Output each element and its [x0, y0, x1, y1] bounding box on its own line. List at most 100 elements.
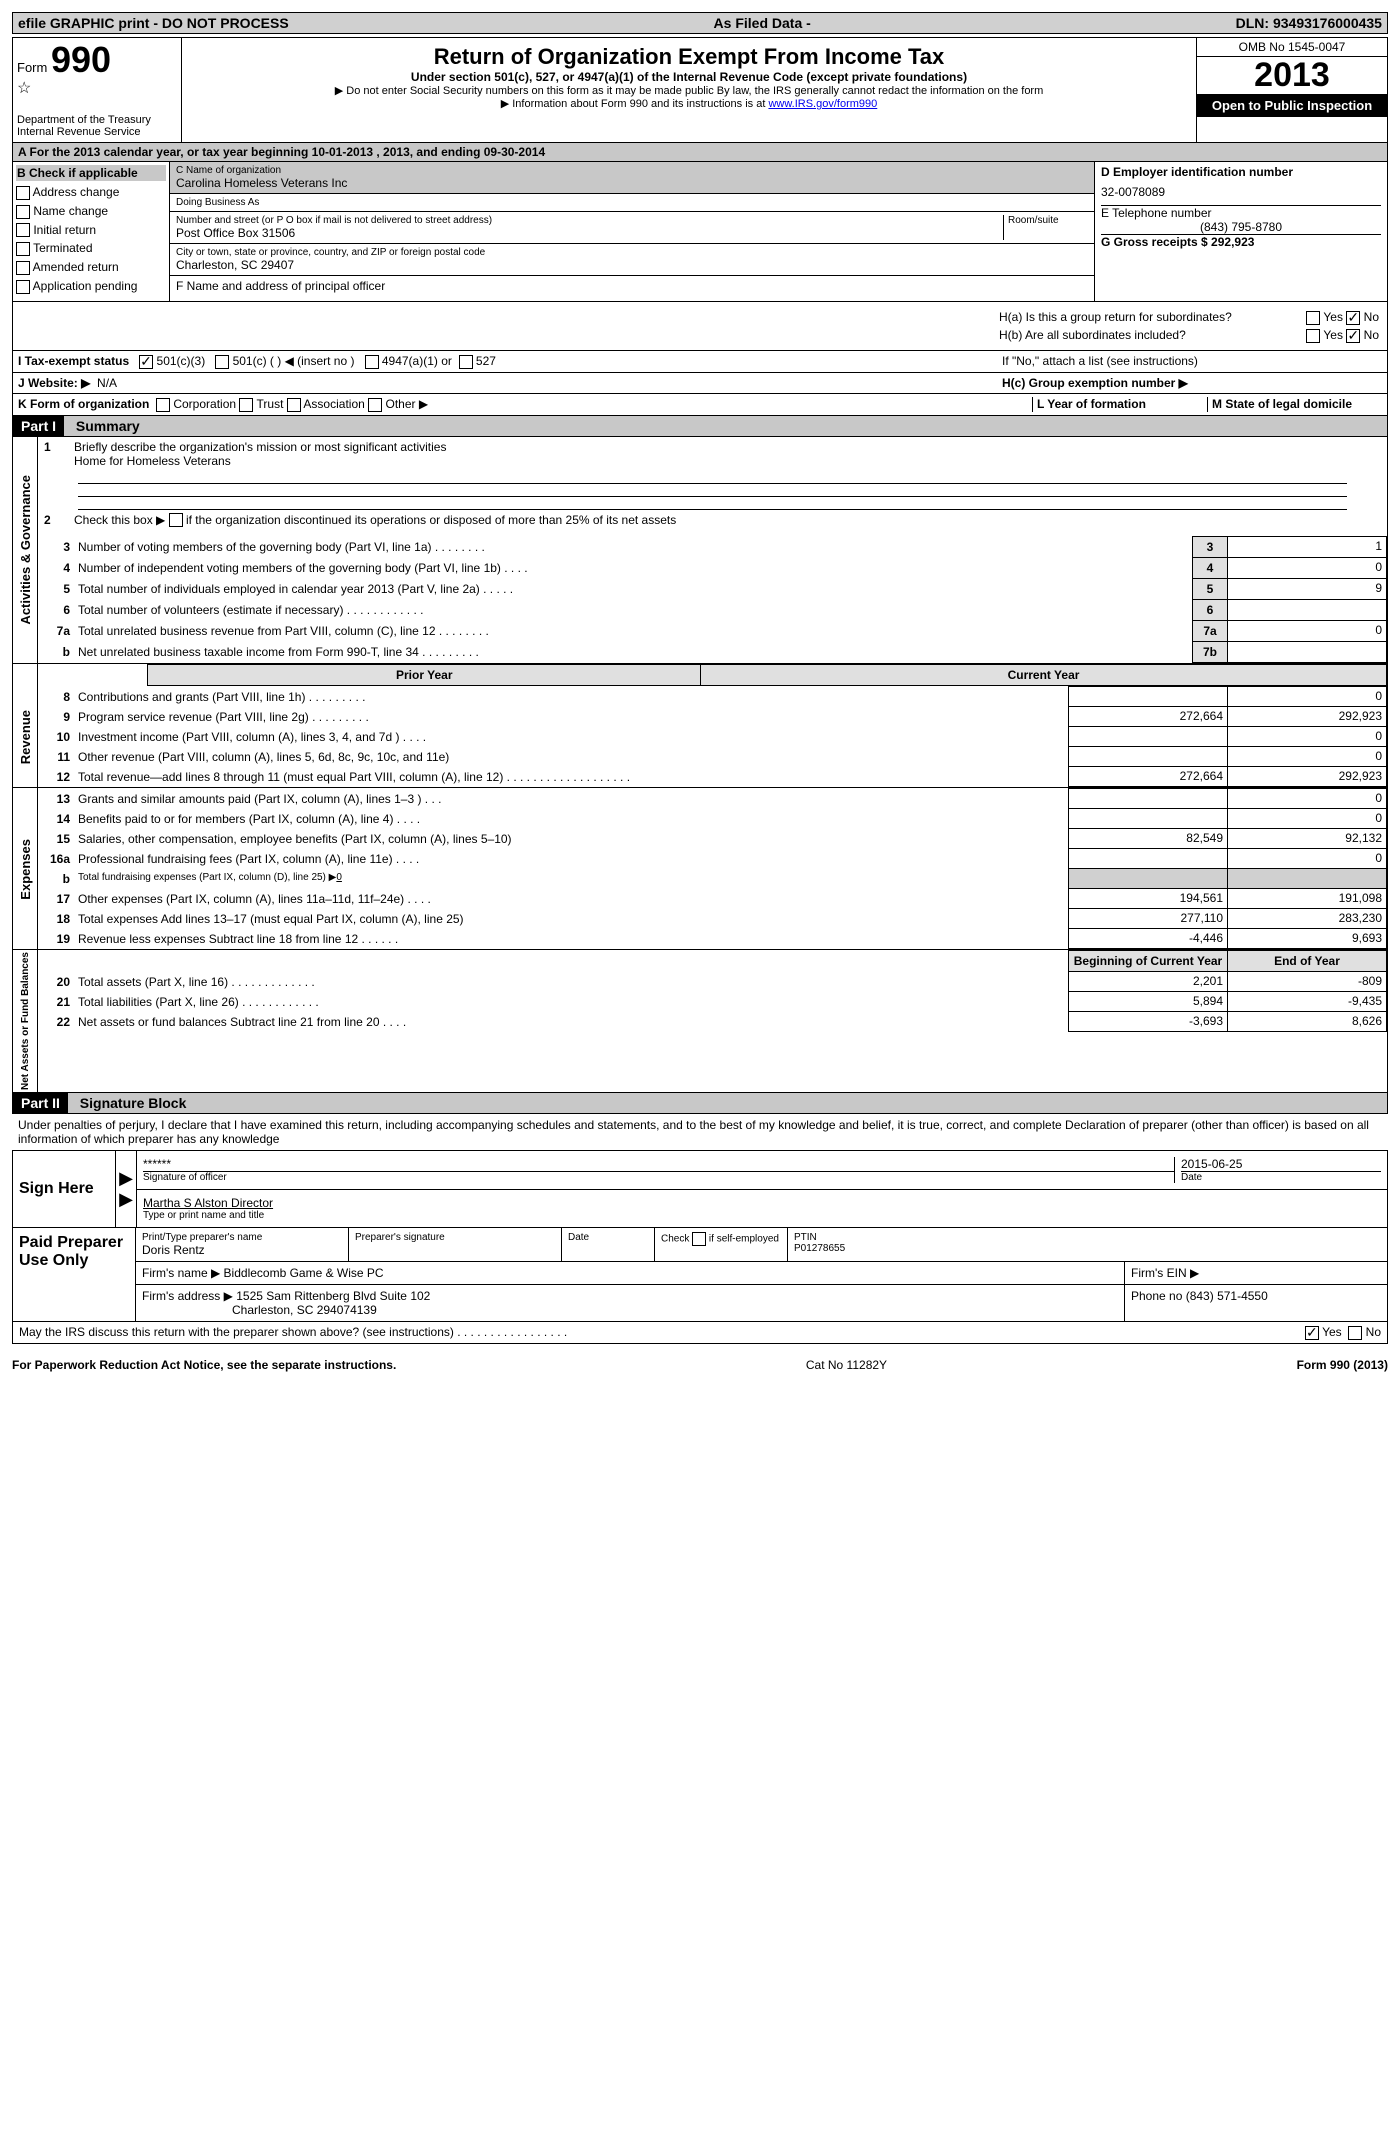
l10c: 0 [1228, 727, 1387, 747]
org-name: Carolina Homeless Veterans Inc [176, 176, 1088, 190]
chk-501c[interactable] [215, 355, 229, 369]
l20d: Total assets (Part X, line 16) . . . . .… [74, 972, 1069, 992]
chk-l2[interactable] [169, 513, 183, 527]
ha-no[interactable] [1346, 311, 1360, 325]
l11d: Other revenue (Part VIII, column (A), li… [74, 747, 1069, 767]
firm-name-lbl: Firm's name ▶ [142, 1266, 220, 1280]
section-bcd: B Check if applicable Address change Nam… [12, 162, 1388, 302]
print-name: Doris Rentz [142, 1243, 342, 1257]
title-l2-pre: ▶ Information about Form 990 and its ins… [501, 98, 769, 110]
l3: Number of voting members of the governin… [74, 537, 1193, 558]
irs-link[interactable]: www.IRS.gov/form990 [768, 98, 877, 110]
summary-body: Activities & Governance 1Briefly describ… [12, 437, 1388, 1094]
j-label: J Website: ▶ [18, 376, 90, 390]
footer: For Paperwork Reduction Act Notice, see … [12, 1358, 1388, 1372]
website-val: N/A [97, 376, 117, 390]
hb-no[interactable] [1346, 329, 1360, 343]
l21d: Total liabilities (Part X, line 26) . . … [74, 992, 1069, 1012]
discuss-yes[interactable] [1305, 1326, 1319, 1340]
l13p [1069, 789, 1228, 809]
l11c: 0 [1228, 747, 1387, 767]
chk-name[interactable] [16, 205, 30, 219]
firm-name: Biddlecomb Game & Wise PC [224, 1266, 384, 1280]
chk-trust[interactable] [239, 398, 253, 412]
part2: Part II [13, 1093, 68, 1113]
chk-address[interactable] [16, 186, 30, 200]
discuss-row: May the IRS discuss this return with the… [12, 1322, 1388, 1344]
form-word: Form [17, 60, 47, 75]
dln: DLN: 93493176000435 [1236, 15, 1382, 31]
l8p [1069, 687, 1228, 707]
chk-assoc[interactable] [287, 398, 301, 412]
l8d: Contributions and grants (Part VIII, lin… [74, 687, 1069, 707]
b-title: B Check if applicable [16, 165, 166, 181]
l14d: Benefits paid to or for members (Part IX… [74, 809, 1069, 829]
l1v: Home for Homeless Veterans [74, 454, 231, 468]
part1-bar: Part I Summary [12, 416, 1388, 437]
vlabel-net: Net Assets or Fund Balances [20, 952, 31, 1090]
l21p: 5,894 [1069, 992, 1228, 1012]
part1: Part I [13, 416, 64, 436]
year-col: OMB No 1545-0047 2013 Open to Public Ins… [1197, 38, 1387, 142]
lbl-amend: Amended return [33, 260, 119, 274]
footer-left: For Paperwork Reduction Act Notice, see … [12, 1358, 396, 1372]
k-label: K Form of organization [18, 397, 149, 411]
l16bv: 0 [336, 872, 342, 883]
hb: H(b) Are all subordinates included? [999, 328, 1186, 342]
l7b: Net unrelated business taxable income fr… [74, 642, 1193, 663]
hb2: If "No," attach a list (see instructions… [997, 351, 1387, 372]
phone: (843) 795-8780 [1101, 220, 1381, 234]
col-c: C Name of organization Carolina Homeless… [170, 162, 1094, 301]
chk-corp[interactable] [156, 398, 170, 412]
e-label: E Telephone number [1101, 206, 1381, 220]
taxexempt-row: I Tax-exempt status 501(c)(3) 501(c) ( )… [12, 351, 1388, 373]
col-b: B Check if applicable Address change Nam… [13, 162, 170, 301]
title-sub: Under section 501(c), 527, or 4947(a)(1)… [188, 70, 1190, 84]
chk-527[interactable] [459, 355, 473, 369]
l-label: L Year of formation [1037, 397, 1146, 411]
l19p: -4,446 [1069, 929, 1228, 949]
chk-initial[interactable] [16, 223, 30, 237]
form-number: 990 [51, 39, 111, 80]
year: 2013 [1197, 57, 1387, 94]
l14p [1069, 809, 1228, 829]
sign-arrows: ▶▶ [115, 1151, 136, 1227]
efile-text: efile GRAPHIC print - DO NOT PROCESS [18, 15, 289, 31]
l18p: 277,110 [1069, 909, 1228, 929]
l22d: Net assets or fund balances Subtract lin… [74, 1012, 1069, 1032]
c-label: C Name of organization [176, 165, 1088, 176]
l9c: 292,923 [1228, 707, 1387, 727]
title-col: Return of Organization Exempt From Incom… [182, 38, 1197, 142]
chk-other[interactable] [368, 398, 382, 412]
chk-app[interactable] [16, 280, 30, 294]
l13d: Grants and similar amounts paid (Part IX… [74, 789, 1069, 809]
chk-4947[interactable] [365, 355, 379, 369]
l18d: Total expenses Add lines 13–17 (must equ… [74, 909, 1069, 929]
h-block: H(a) Is this a group return for subordin… [991, 302, 1387, 350]
lbl-app: Application pending [33, 279, 138, 293]
v3: 1 [1228, 537, 1387, 558]
f-section: H(a) Is this a group return for subordin… [12, 302, 1388, 351]
chk-501c3[interactable] [139, 355, 153, 369]
ha-yes[interactable] [1306, 311, 1320, 325]
city: Charleston, SC 29407 [176, 258, 1088, 272]
hb-yes[interactable] [1306, 329, 1320, 343]
chk-term[interactable] [16, 242, 30, 256]
col-d: D Employer identification number 32-0078… [1094, 162, 1387, 301]
discuss-no[interactable] [1348, 1326, 1362, 1340]
paid-phone: Phone no (843) 571-4550 [1125, 1285, 1387, 1321]
v4: 0 [1228, 558, 1387, 579]
l20p: 2,201 [1069, 972, 1228, 992]
f-left [13, 302, 991, 350]
lbl-address: Address change [33, 185, 120, 199]
hc: H(c) Group exemption number ▶ [1002, 376, 1188, 390]
l9p: 272,664 [1069, 707, 1228, 727]
l14c: 0 [1228, 809, 1387, 829]
name-lbl: Type or print name and title [143, 1210, 1381, 1221]
l2: Check this box ▶ [74, 513, 165, 527]
chk-amend[interactable] [16, 261, 30, 275]
firm-city: Charleston, SC 294074139 [232, 1303, 377, 1317]
l16bp [1069, 869, 1228, 889]
chk-self[interactable] [692, 1232, 706, 1246]
omb: OMB No 1545-0047 [1197, 38, 1387, 57]
